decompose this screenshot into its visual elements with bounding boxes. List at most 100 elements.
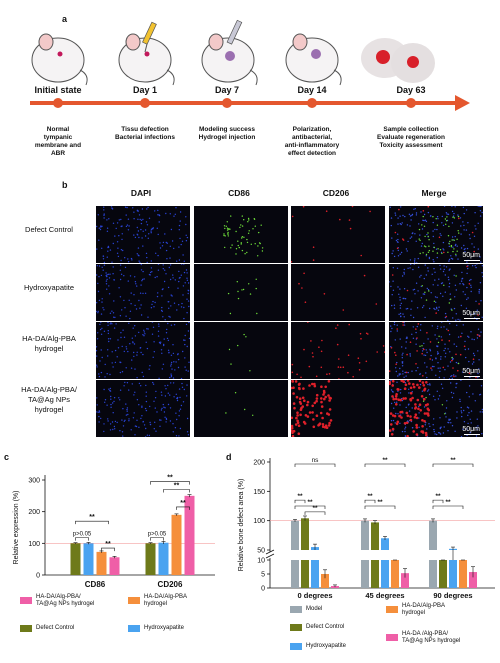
bar [401,573,409,588]
timeline-node [53,98,63,108]
significance-bracket [432,505,464,509]
bar [109,557,120,575]
timeline-step-text: Polarization, antibacterial, anti-inflam… [284,126,340,158]
micrograph-image [96,381,190,437]
bar [381,538,389,550]
timeline-day-label: Day 63 [396,85,426,95]
legend-label: Hydroxyapatite [144,625,185,631]
significance-label: p>0.05 [73,532,92,538]
tissue-sample-icon [361,38,435,83]
column-header: DAPI [130,188,152,198]
legend-swatch [20,597,32,604]
significance-bracket [294,463,336,467]
chart-d: 0 5 10 50 100 150 200 Relative bone defect area… [238,457,495,600]
significance-bracket [150,537,164,541]
y-tick-label: 50 [257,548,265,555]
y-tick-label: 100 [28,541,40,548]
bar [321,574,329,588]
mouse-icon [118,21,175,86]
x-tick-label: 0 degrees [297,591,332,600]
mouse-icon [201,19,258,86]
micrograph-panel [194,264,288,321]
legend-label: Hydroxyapatite [306,643,347,649]
micrograph-panel [291,322,385,379]
micrograph-image [225,392,254,416]
micrograph-panel: 50μm [389,322,483,379]
y-tick-label: 5 [261,572,265,579]
significance-bracket [101,547,115,552]
timeline-step-text: Tissu defection Bacterial infections [115,126,175,142]
scale-bar-label: 50μm [462,367,480,375]
micrograph-image [389,264,483,321]
legend-swatch [386,634,398,641]
legend-label: Defect Control [306,624,345,630]
mouse-icon [31,33,88,86]
row-header: Defect Control [25,225,73,234]
y-axis-label: Relative bone defect area (%) [238,479,245,572]
significance-label: ** [377,499,383,506]
legend-label: HA-DA/Alg-PBA hydrogel [144,594,188,608]
y-tick-label: 200 [253,460,265,467]
micrograph-image [223,215,264,257]
timeline-node [307,98,317,108]
micrograph-image [298,272,378,311]
panel-b-label: b [62,180,68,190]
timeline-step-text: Modeling success Hydrogel injection [198,126,256,142]
micrograph-image [96,322,190,379]
scale-bar: 50μm [462,426,480,435]
micrograph-panel [96,206,190,263]
bar [381,560,389,588]
bar [301,560,309,588]
column-header: CD86 [228,188,250,198]
y-tick-label: 150 [253,489,265,496]
significance-bracket [432,499,444,504]
column-header: Merge [421,188,447,198]
significance-label: ** [174,483,180,490]
legend-label: Model [306,606,323,612]
timeline-node [222,98,232,108]
scale-bar: 50μm [462,252,480,261]
legend-label: HA-DA /Alg-PBA/ TA@Ag NPs hydrogel [402,631,461,645]
x-tick-label: CD86 [85,580,106,589]
legend-swatch [128,597,140,604]
timeline-arrowhead [455,95,470,111]
scale-bar: 50μm [462,367,480,377]
micrograph-panel: 50μm [389,206,483,263]
column-header: CD206 [322,188,350,198]
micrograph-panel [291,206,385,263]
legend-swatch [128,625,140,632]
bar [145,543,156,575]
significance-label: ** [89,514,95,521]
micrograph-panel [291,380,385,437]
panel-d-label: d [226,452,232,462]
legend-label: HA-DA/Alg-PBA hydrogel [402,603,446,617]
micrograph-panel [194,380,288,437]
scale-bar-line [464,433,480,435]
timeline-illustration [30,19,470,111]
bar [70,543,81,575]
micrograph-panel [96,380,190,437]
micrograph-image [96,264,190,321]
x-tick-label: CD206 [158,580,183,589]
legend-label: HA-DA/Alg-PBA/ TA@Ag NPs hydrogel [36,594,95,608]
significance-bracket [75,520,109,525]
significance-label: ** [297,493,303,500]
legend-swatch [290,643,302,650]
significance-bracket [176,506,190,510]
timeline-day-label: Day 7 [214,85,240,95]
significance-bracket [163,489,190,493]
panel-c-label: c [4,452,10,462]
bar [301,518,309,550]
bar [291,520,299,550]
y-tick-label: 10 [257,558,265,565]
significance-label: ** [435,493,441,500]
micrograph-panel: 50μm [389,380,483,437]
significance-bracket [75,537,89,541]
bar [158,542,169,575]
significance-label: p>0.05 [148,532,167,538]
scale-bar-label: 50μm [462,309,480,317]
significance-label: ** [445,499,451,506]
axis-break-mark [265,549,275,555]
row-header: HA-DA/Alg-PBA hydrogel [22,334,76,353]
bar [371,560,379,588]
